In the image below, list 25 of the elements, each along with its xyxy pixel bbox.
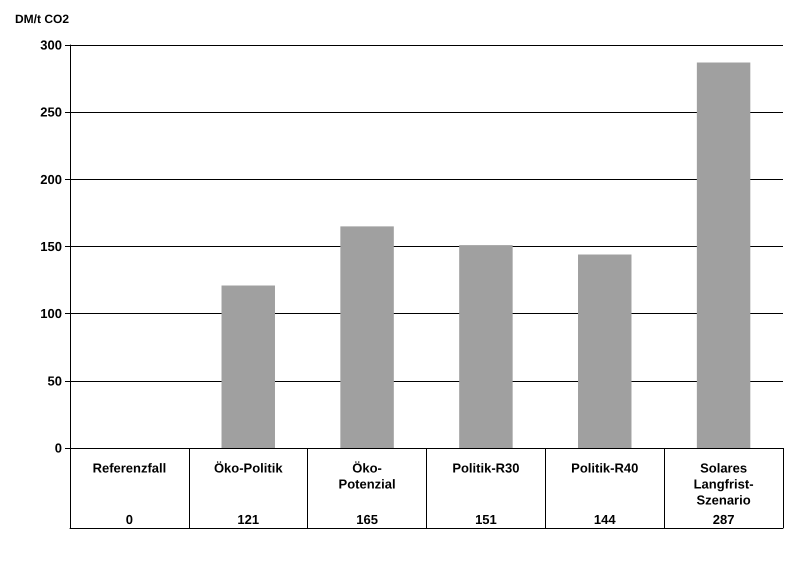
x-tick-label: Politik-R40 bbox=[571, 460, 638, 476]
data-label: 121 bbox=[237, 512, 260, 527]
bar bbox=[459, 245, 513, 448]
x-tick-label: Öko-Potenzial bbox=[338, 460, 396, 492]
y-tick-label: 100 bbox=[40, 306, 62, 322]
y-tick-label: 200 bbox=[40, 172, 62, 187]
y-tick-label: 150 bbox=[40, 239, 62, 254]
data-label: 165 bbox=[356, 512, 378, 527]
bar bbox=[578, 254, 632, 448]
x-tick-label: Solares Langfrist-Szenario bbox=[694, 460, 754, 508]
x-tick-label: Öko-Politik bbox=[214, 460, 284, 476]
data-label: 287 bbox=[712, 512, 734, 527]
bar bbox=[340, 226, 394, 448]
bar bbox=[222, 285, 275, 448]
y-tick-label: 50 bbox=[48, 373, 62, 388]
y-tick-label: 300 bbox=[40, 38, 62, 52]
data-label: 0 bbox=[126, 512, 134, 527]
data-label: 144 bbox=[594, 512, 616, 527]
data-label: 151 bbox=[475, 512, 497, 527]
y-axis-title: DM/t CO2 bbox=[15, 12, 70, 26]
y-tick-label: 0 bbox=[54, 440, 62, 456]
bar bbox=[696, 62, 750, 448]
x-tick-label: Referenzfall bbox=[92, 460, 166, 476]
y-tick-label: 250 bbox=[40, 104, 62, 120]
x-tick-label: Politik-R30 bbox=[452, 460, 520, 476]
